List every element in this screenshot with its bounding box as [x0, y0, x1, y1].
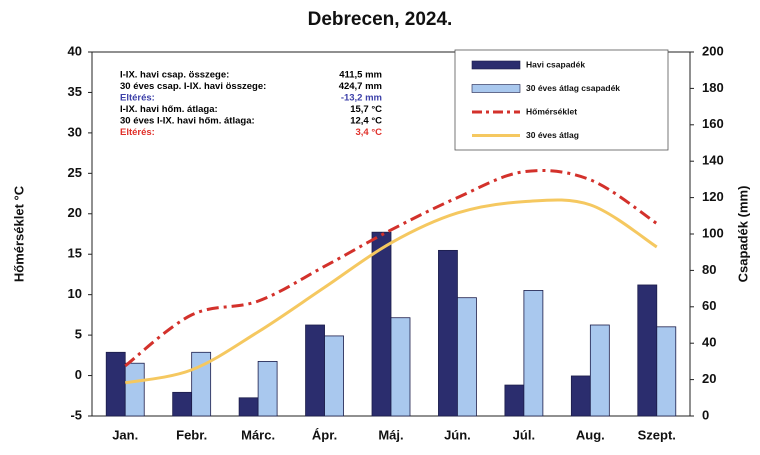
bar	[637, 284, 658, 417]
x-tick-label: Jún.	[444, 427, 471, 442]
y-tick-label: 10	[68, 286, 82, 301]
annotation-value: 3,4 °C	[355, 127, 382, 138]
bar	[523, 290, 544, 417]
bar	[371, 231, 392, 417]
x-tick-label: Szept.	[638, 427, 676, 442]
annotation-label: Eltérés:	[120, 127, 155, 138]
bar	[305, 324, 325, 417]
legend-label: Havi csapadék	[526, 59, 585, 69]
y-tick-label: 25	[68, 165, 82, 180]
x-tick-label: Ápr.	[312, 427, 337, 442]
y-tick-label: 40	[68, 43, 82, 58]
bar	[570, 375, 591, 417]
y2-tick-label: 0	[702, 407, 709, 422]
y2-tick-label: 200	[702, 43, 724, 58]
bar	[457, 297, 477, 417]
y2-tick-label: 180	[702, 80, 724, 95]
legend-label: 30 éves átlag csapadék	[526, 83, 620, 93]
x-tick-label: Máj.	[378, 427, 403, 442]
y2-tick-label: 120	[702, 189, 724, 204]
y-tick-label: 20	[68, 205, 82, 220]
chart-title: Debrecen, 2024.	[308, 9, 453, 30]
y-tick-label: 0	[75, 367, 82, 382]
bar	[438, 249, 458, 417]
annotation-value: 15,7 °C	[350, 104, 382, 115]
y2-tick-label: 20	[702, 371, 716, 386]
annotation-value: 424,7 mm	[339, 81, 382, 92]
y2-tick-label: 140	[702, 153, 724, 168]
line	[124, 169, 658, 368]
legend-label: Hőmérséklet	[526, 106, 577, 116]
bar	[257, 360, 278, 417]
x-tick-label: Júl.	[513, 427, 535, 442]
bar	[589, 324, 610, 417]
annotation-label: 30 éves I-IX. havi hőm. átlaga:	[120, 116, 255, 127]
annotation-label: I-IX. havi hőm. átlaga:	[120, 104, 218, 115]
legend-swatch	[471, 84, 521, 93]
bar	[656, 326, 677, 417]
y-tick-label: -5	[70, 407, 82, 422]
y-tick-label: 30	[68, 124, 82, 139]
bar	[172, 391, 193, 417]
annotation-value: 12,4 °C	[350, 116, 382, 127]
bar	[238, 397, 259, 417]
x-tick-label: Aug.	[576, 427, 605, 442]
annotation-value: 411,5 mm	[339, 70, 382, 81]
bar	[124, 362, 145, 417]
y2-axis-label: Csapadék (mm)	[735, 186, 750, 283]
legend-swatch	[471, 60, 521, 70]
annotation-label: 30 éves csap. I-IX. havi összege:	[120, 81, 266, 92]
legend-label: 30 éves átlag	[526, 130, 579, 140]
y2-tick-label: 100	[702, 225, 724, 240]
y2-tick-label: 160	[702, 116, 724, 131]
y-axis-label: Hőmérséklet °C	[11, 185, 26, 282]
bar	[105, 351, 126, 417]
y-tick-label: 15	[68, 246, 82, 261]
y2-tick-label: 60	[702, 298, 716, 313]
bar	[504, 384, 525, 417]
annotation-value: -13,2 mm	[341, 93, 382, 104]
x-tick-label: Febr.	[176, 427, 207, 442]
x-tick-label: Jan.	[112, 427, 138, 442]
annotation-label: Eltérés:	[120, 93, 155, 104]
annotation-label: I-IX. havi csap. összege:	[120, 70, 229, 81]
bar	[324, 335, 344, 417]
y-tick-label: 5	[75, 327, 82, 342]
y-tick-label: 35	[68, 84, 82, 99]
line	[124, 198, 658, 385]
bar	[390, 317, 411, 417]
x-tick-label: Márc.	[241, 427, 275, 442]
y2-tick-label: 80	[702, 262, 716, 277]
y2-tick-label: 40	[702, 335, 716, 350]
